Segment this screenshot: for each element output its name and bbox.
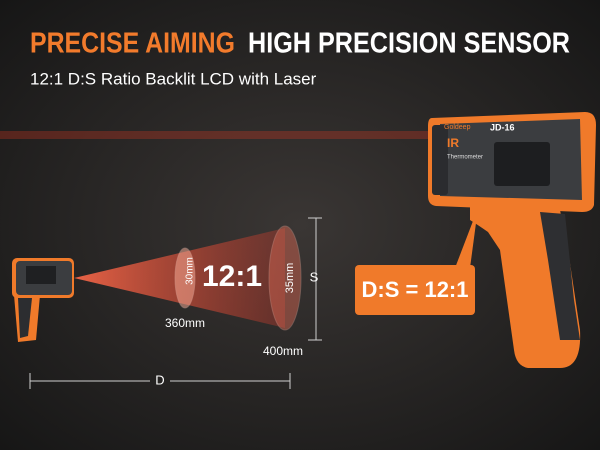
title: HIGH PRECISION SENSOR xyxy=(248,28,570,60)
title-accent: PRECISE AIMING xyxy=(30,28,235,60)
device-model: JD-16 xyxy=(490,122,515,132)
spot-axis-label: S xyxy=(310,269,319,284)
callout-text: D:S = 12:1 xyxy=(362,277,469,302)
spot-dimension xyxy=(308,217,322,341)
far-distance-label: 400mm xyxy=(263,344,303,358)
distance-axis-label: D xyxy=(155,372,164,387)
distance-dimension xyxy=(29,373,291,389)
device-type: IR xyxy=(447,136,459,150)
callout-pointer xyxy=(455,208,478,268)
small-thermometer xyxy=(12,258,74,342)
callout-box xyxy=(355,265,475,315)
ratio-label: 12:1 xyxy=(202,260,262,293)
subtitle: 12:1 D:S Ratio Backlit LCD with Laser xyxy=(30,69,317,88)
near-spot-label: 30mm xyxy=(185,257,196,285)
far-spot xyxy=(268,225,302,331)
device-name: Thermometer xyxy=(447,155,483,161)
thermometer xyxy=(428,112,596,368)
near-spot xyxy=(174,247,196,309)
device-brand: Goldeep xyxy=(444,124,471,131)
near-distance-label: 360mm xyxy=(165,316,205,330)
far-spot-label: 35mm xyxy=(284,263,296,294)
